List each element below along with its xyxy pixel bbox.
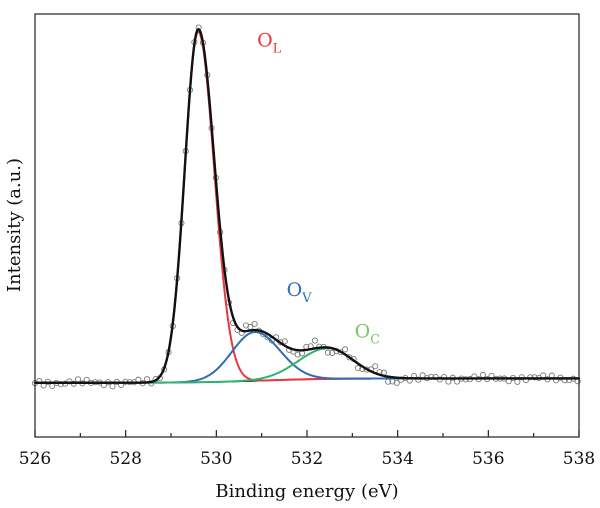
data-point [342,346,349,353]
y-axis-label: Intensity (a.u.) [4,158,25,292]
measured-points [31,24,581,390]
data-point [324,349,331,356]
data-point [281,338,288,345]
data-point [540,372,547,379]
data-point [393,379,400,386]
x-ticks: 526 528 530 532 534 536 538 [19,430,595,469]
ol-component-curve [34,30,580,384]
data-point [514,378,521,385]
data-point [415,376,422,383]
data-point [311,337,318,344]
ov-label: OV [287,279,313,306]
annotations: OL OV OC [257,30,380,348]
data-point [109,383,116,390]
data-point [75,376,82,383]
data-layer [31,24,581,390]
data-point [143,376,151,383]
data-point [354,364,362,372]
envelope-curve [33,27,581,384]
x-tick-label: 530 [200,449,232,469]
x-tick-label: 526 [19,449,51,469]
ov-component-curve [34,331,580,384]
data-point [372,363,379,370]
x-axis-label: Binding energy (eV) [215,481,398,502]
data-point [251,320,258,327]
data-point [294,351,301,358]
oc-label: OC [355,321,381,348]
ol-label: OL [257,30,282,57]
x-tick-label: 534 [381,449,413,469]
x-tick-label: 536 [472,449,504,469]
x-tick-label: 528 [109,449,141,469]
data-point [445,378,452,385]
data-point [479,371,486,378]
x-tick-label: 538 [563,449,595,469]
x-tick-label: 532 [291,449,323,469]
